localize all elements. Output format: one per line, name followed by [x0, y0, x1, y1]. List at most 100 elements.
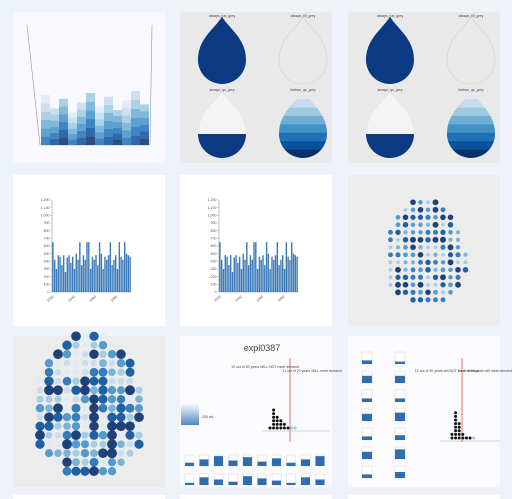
bar	[95, 255, 97, 292]
year-dot	[282, 426, 286, 430]
dot	[433, 245, 438, 250]
year-dot	[454, 411, 458, 415]
bar	[228, 265, 230, 292]
dot	[53, 403, 63, 414]
dot	[81, 350, 89, 358]
bar	[98, 242, 101, 292]
dot	[135, 422, 143, 430]
dot	[80, 385, 90, 396]
bar	[256, 269, 259, 292]
dot	[72, 351, 80, 358]
y-tick-label: 400	[211, 260, 217, 264]
dot	[440, 267, 446, 273]
dot	[395, 222, 401, 228]
dot	[89, 403, 99, 413]
bar	[80, 265, 83, 292]
dot	[447, 214, 454, 221]
dot	[54, 440, 62, 448]
glass-fill	[199, 459, 209, 466]
bar	[129, 256, 131, 292]
glass-fill	[228, 460, 238, 466]
card[interactable]	[348, 495, 500, 499]
layer	[104, 104, 113, 113]
bar	[118, 242, 121, 292]
bar	[62, 255, 65, 292]
dot	[99, 423, 107, 430]
dot	[81, 458, 89, 466]
dot	[455, 274, 461, 280]
layer	[50, 108, 59, 115]
dot	[117, 368, 125, 376]
dot	[116, 358, 126, 368]
dot	[433, 214, 438, 220]
card[interactable]	[13, 495, 165, 499]
bar	[73, 269, 76, 292]
glass-fill	[362, 474, 372, 478]
card[interactable]	[180, 495, 332, 499]
y-tick-label: 300	[211, 267, 217, 271]
layer	[59, 137, 68, 145]
dot	[99, 459, 107, 466]
glass-fill	[272, 458, 281, 466]
dot	[62, 466, 72, 476]
bar	[113, 259, 115, 292]
dot	[425, 289, 431, 296]
layer	[140, 111, 149, 118]
dot	[80, 395, 90, 404]
x-tick-label: 1980	[277, 295, 286, 303]
dot	[417, 251, 424, 258]
note: 11 out of 20 years WILL meet demand	[282, 369, 341, 373]
dot	[432, 199, 439, 206]
year-dot	[450, 436, 454, 440]
layer	[140, 117, 149, 125]
dot	[107, 430, 117, 441]
bar	[289, 259, 291, 292]
bar	[260, 259, 262, 292]
dot	[89, 331, 99, 341]
dot	[440, 274, 446, 281]
glass-fill	[214, 456, 223, 466]
layer	[113, 127, 122, 134]
layer	[68, 123, 77, 129]
layer	[59, 114, 68, 122]
year-dot	[454, 436, 458, 440]
bar	[251, 259, 253, 292]
layer	[122, 108, 131, 116]
dot	[433, 267, 438, 272]
dot	[410, 207, 416, 213]
dot	[116, 403, 126, 413]
bar	[271, 256, 273, 292]
layer	[41, 103, 50, 112]
dot	[448, 237, 453, 242]
dot	[71, 430, 81, 441]
glass-fill	[286, 462, 296, 466]
dot	[134, 439, 144, 449]
card[interactable]	[348, 336, 500, 487]
y-tick-label: 100	[211, 283, 217, 287]
year-dot	[293, 426, 297, 430]
year-dot	[472, 436, 476, 440]
bar	[276, 242, 279, 292]
card[interactable]	[348, 175, 500, 326]
bar	[102, 269, 104, 292]
dot	[63, 359, 71, 367]
dot	[440, 282, 446, 288]
bar	[283, 269, 286, 292]
bar	[247, 265, 250, 292]
layer	[104, 120, 113, 129]
dot	[89, 394, 99, 404]
band	[447, 132, 495, 142]
bar	[71, 256, 74, 292]
dot	[402, 274, 409, 281]
bar	[237, 262, 239, 292]
card[interactable]	[13, 336, 165, 487]
dot	[417, 214, 424, 220]
dot	[395, 289, 401, 296]
year-dot	[454, 429, 458, 433]
drop	[446, 16, 496, 85]
layer	[113, 133, 122, 140]
dot	[45, 441, 53, 448]
y-tick-label: 600	[211, 244, 217, 248]
layer	[113, 139, 122, 145]
dot	[36, 386, 44, 394]
